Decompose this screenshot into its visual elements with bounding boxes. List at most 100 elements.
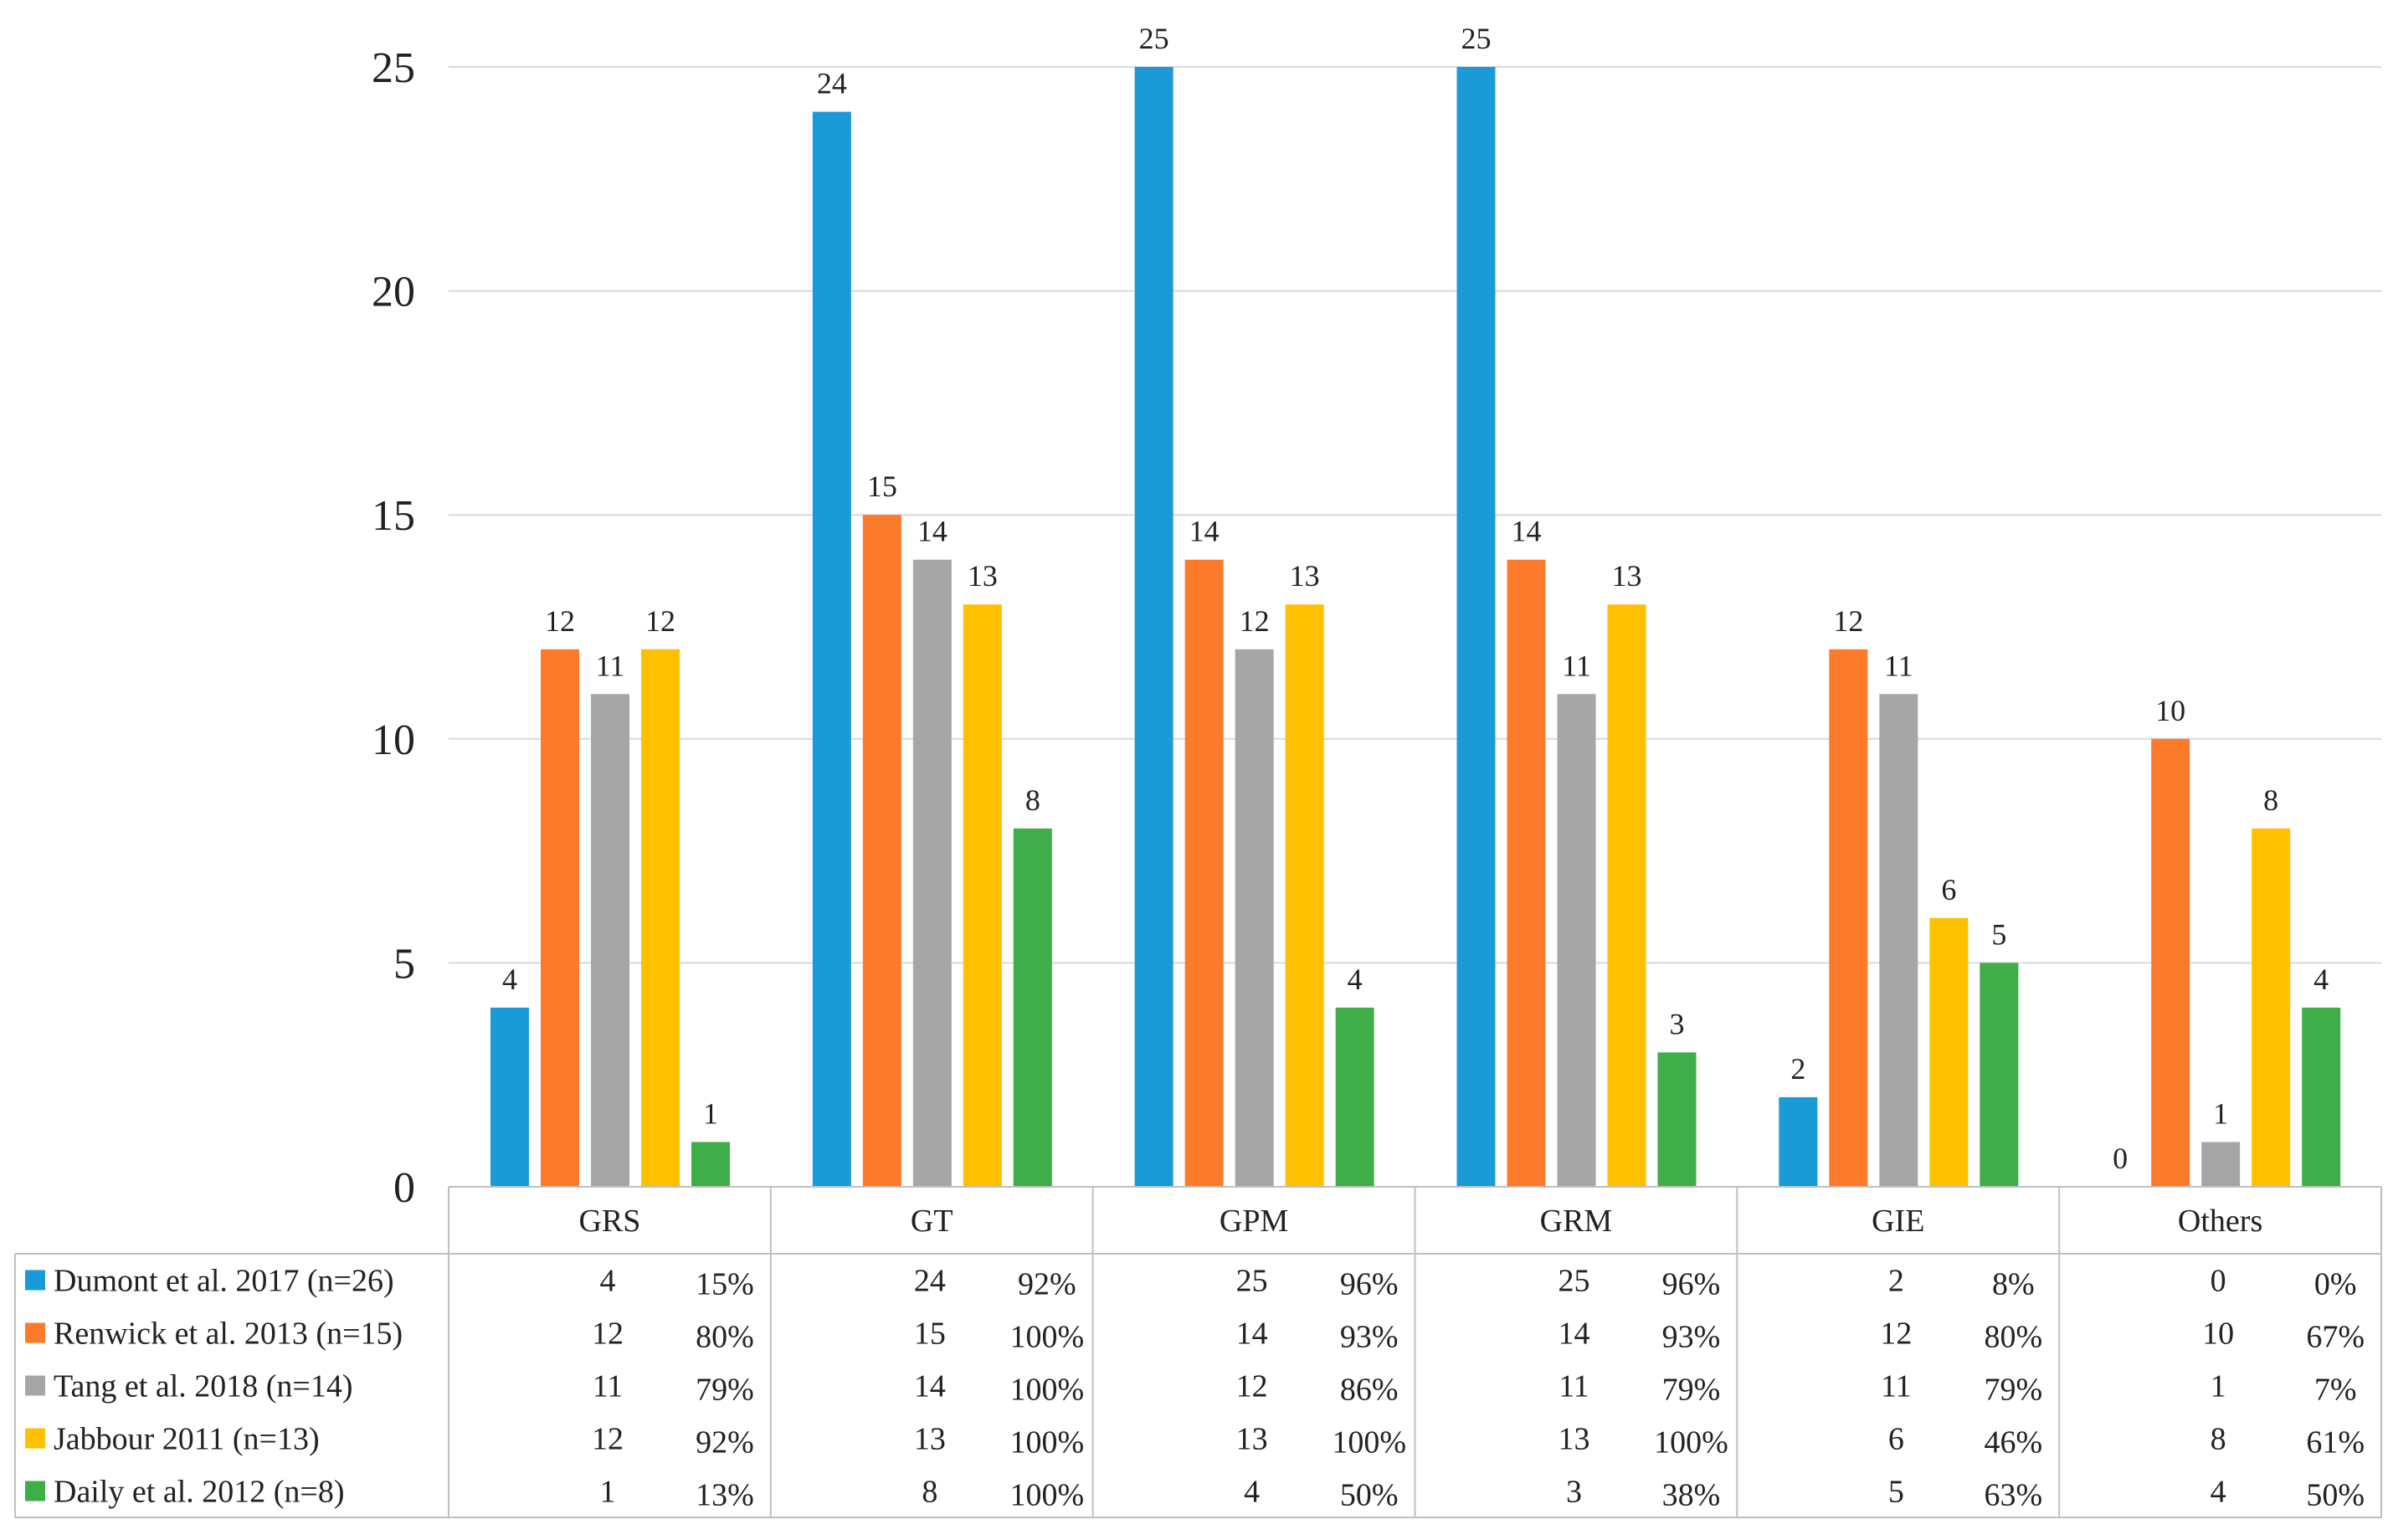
bar-GPM-3 xyxy=(1285,604,1324,1187)
table-cell-count: 8 xyxy=(922,1475,937,1510)
bar-GRS-1 xyxy=(541,649,579,1187)
table-cell-percent: 50% xyxy=(1340,1478,1399,1513)
data-label: 12 xyxy=(1240,604,1270,638)
legend-label: Jabbour 2011 (n=13) xyxy=(54,1422,320,1457)
legend-label: Tang et al. 2018 (n=14) xyxy=(54,1369,353,1404)
table-cell-percent: 93% xyxy=(1340,1320,1399,1355)
legend-swatch xyxy=(25,1481,45,1502)
data-label: 3 xyxy=(1670,1007,1685,1040)
bar-GRM-4 xyxy=(1657,1052,1697,1187)
table-cell-count: 4 xyxy=(600,1264,616,1299)
table-cell-percent: 100% xyxy=(1332,1425,1406,1460)
data-label: 0 xyxy=(2113,1142,2128,1175)
table-cell-count: 2 xyxy=(1888,1264,1904,1299)
data-label: 14 xyxy=(917,515,947,548)
table-cell-count: 13 xyxy=(914,1422,946,1457)
table-cell-percent: 8% xyxy=(1992,1267,2035,1302)
table-cell-count: 12 xyxy=(592,1422,624,1457)
data-label: 11 xyxy=(1562,649,1591,682)
y-tick-label: 25 xyxy=(372,44,415,92)
y-tick-label: 20 xyxy=(372,269,415,316)
table-cell-count: 13 xyxy=(1559,1422,1590,1457)
table-cell-percent: 50% xyxy=(2306,1478,2365,1513)
data-label: 14 xyxy=(1512,515,1542,548)
y-tick-label: 0 xyxy=(393,1164,415,1212)
table-cell-percent: 96% xyxy=(1340,1267,1399,1302)
category-label: GT xyxy=(911,1204,953,1239)
table-cell-percent: 0% xyxy=(2314,1267,2357,1302)
table-cell-percent: 92% xyxy=(1018,1267,1076,1302)
table-cell-percent: 100% xyxy=(1010,1478,1085,1513)
table-cell-count: 12 xyxy=(1880,1317,1912,1352)
table-cell-percent: 15% xyxy=(696,1267,754,1302)
table-cell-percent: 96% xyxy=(1662,1267,1721,1302)
table-cell-count: 11 xyxy=(1559,1369,1589,1404)
data-label: 5 xyxy=(1991,917,2006,951)
table-cell-count: 1 xyxy=(600,1475,616,1510)
table-cell-count: 11 xyxy=(593,1369,624,1404)
table-cell-percent: 93% xyxy=(1662,1320,1721,1355)
data-label: 13 xyxy=(968,559,998,593)
legend-swatch xyxy=(25,1322,45,1343)
table-cell-count: 13 xyxy=(1236,1422,1268,1457)
bar-GT-1 xyxy=(862,515,901,1187)
data-label: 14 xyxy=(1189,515,1220,548)
data-label: 12 xyxy=(645,604,675,638)
bar-GT-4 xyxy=(1013,828,1052,1187)
data-label: 12 xyxy=(1833,604,1863,638)
table-cell-count: 6 xyxy=(1888,1422,1904,1457)
table-cell-count: 0 xyxy=(2211,1264,2226,1299)
bar-GIE-2 xyxy=(1879,694,1918,1187)
table-cell-percent: 80% xyxy=(696,1320,754,1355)
legend-label: Renwick et al. 2013 (n=15) xyxy=(54,1317,403,1352)
y-tick-label: 5 xyxy=(393,940,415,988)
bar-GRM-1 xyxy=(1507,559,1546,1187)
bar-GT-2 xyxy=(912,559,952,1187)
table-cell-count: 25 xyxy=(1236,1264,1268,1299)
data-labels: 4121112124151413825141213425141113321211… xyxy=(502,22,2329,1175)
data-label: 25 xyxy=(1139,22,1169,55)
data-label: 2 xyxy=(1790,1052,1805,1086)
bar-GRS-3 xyxy=(641,649,680,1187)
data-label: 8 xyxy=(1025,783,1040,817)
table-cell-percent: 61% xyxy=(2306,1425,2365,1460)
data-label: 4 xyxy=(502,963,517,996)
table-cell-percent: 79% xyxy=(1985,1373,2043,1408)
table-cell-percent: 86% xyxy=(1340,1373,1399,1408)
data-label: 6 xyxy=(1941,873,1956,906)
table-cell-percent: 80% xyxy=(1985,1320,2043,1355)
table-cell-count: 11 xyxy=(1881,1369,1912,1404)
gridlines xyxy=(449,66,2381,1188)
data-label: 24 xyxy=(817,67,847,100)
table-cell-count: 14 xyxy=(914,1369,946,1404)
data-label: 4 xyxy=(2313,963,2329,996)
data-label: 13 xyxy=(1290,559,1320,593)
table-cell-percent: 92% xyxy=(696,1425,754,1460)
legend-label: Dumont et al. 2017 (n=26) xyxy=(54,1264,394,1299)
bar-GRS-4 xyxy=(691,1142,730,1187)
data-label: 12 xyxy=(545,604,575,638)
table-cell-count: 1 xyxy=(2211,1369,2226,1404)
table-cell-count: 14 xyxy=(1559,1317,1590,1352)
table-cell-count: 24 xyxy=(914,1264,946,1299)
bar-GT-3 xyxy=(963,604,1002,1187)
data-label: 1 xyxy=(703,1096,718,1130)
table-cell-percent: 63% xyxy=(1985,1478,2043,1513)
bar-GIE-4 xyxy=(1980,963,2019,1187)
bars xyxy=(490,67,2341,1187)
bar-GPM-4 xyxy=(1335,1007,1374,1187)
data-label: 13 xyxy=(1612,559,1642,593)
table-cell-count: 15 xyxy=(914,1317,946,1352)
bar-Others-4 xyxy=(2302,1007,2341,1187)
table-cell-percent: 100% xyxy=(1010,1373,1085,1408)
category-label: GRS xyxy=(578,1204,640,1239)
legend-swatch xyxy=(25,1375,45,1396)
table-cell-count: 12 xyxy=(1236,1369,1268,1404)
table-cell-count: 25 xyxy=(1559,1264,1590,1299)
table-cell-count: 10 xyxy=(2202,1317,2234,1352)
data-label: 1 xyxy=(2213,1096,2228,1130)
category-label: Others xyxy=(2178,1204,2262,1239)
data-label: 8 xyxy=(2263,783,2278,817)
table-cell-percent: 67% xyxy=(2306,1320,2365,1355)
data-label: 4 xyxy=(1348,963,1363,996)
